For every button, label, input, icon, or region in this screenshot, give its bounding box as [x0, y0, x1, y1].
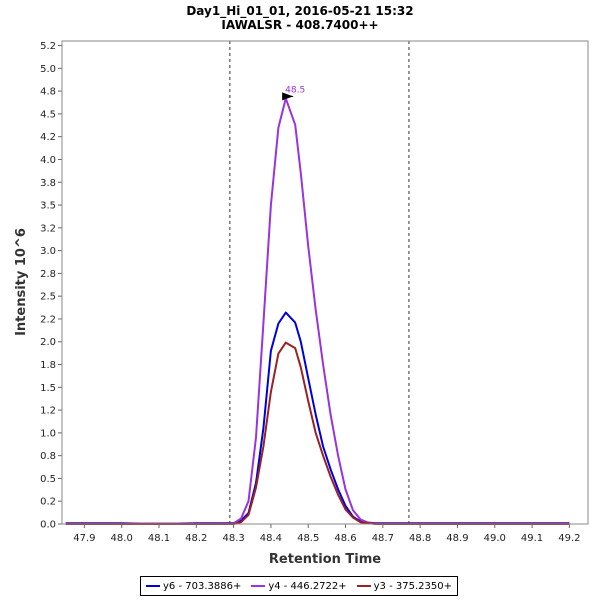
- x-tick-label: 48.7: [372, 533, 394, 544]
- x-tick-label: 49.1: [521, 533, 543, 544]
- y-tick-label: 3.2: [40, 223, 56, 234]
- x-tick-label: 49.2: [558, 533, 580, 544]
- series-line-y3: [65, 341, 570, 525]
- legend-label: y3 - 375.2350+: [373, 580, 452, 592]
- x-axis-title: Retention Time: [269, 552, 381, 567]
- y-tick-label: 3.8: [40, 178, 56, 189]
- legend-swatch: [251, 585, 266, 587]
- legend-swatch: [145, 585, 160, 587]
- y-tick-label: 0.5: [40, 474, 56, 485]
- y-tick-label: 2.8: [40, 269, 56, 280]
- y-tick-label: 1.5: [40, 383, 56, 394]
- y-tick-label: 4.2: [40, 132, 56, 143]
- y-tick-label: 2.2: [40, 314, 56, 325]
- series-line-y4: [65, 97, 570, 525]
- peak-label: 48.5: [285, 85, 305, 95]
- x-tick-label: 48.1: [148, 533, 170, 544]
- y-tick-label: 0.2: [40, 497, 56, 508]
- chart-subtitle: IAWALSR - 408.7400++: [221, 18, 379, 32]
- series-line-y6: [65, 311, 570, 525]
- x-tick-label: 49.0: [484, 533, 506, 544]
- y-tick-label: 0.0: [40, 520, 56, 531]
- legend-swatch: [356, 585, 371, 587]
- legend-label: y6 - 703.3886+: [162, 580, 242, 592]
- y-tick-label: 2.5: [40, 292, 56, 303]
- y-tick-label: 4.0: [40, 155, 56, 166]
- y-tick-label: 3.5: [40, 201, 56, 212]
- x-tick-label: 48.5: [297, 533, 319, 544]
- y-tick-label: 4.8: [40, 87, 56, 98]
- legend: y6 - 703.3886+ y4 - 446.2722+ y3 - 375.235…: [140, 576, 458, 596]
- x-tick-label: 48.8: [409, 533, 431, 544]
- chart-title: Day1_Hi_01_01, 2016-05-21 15:32: [186, 4, 414, 18]
- x-tick-label: 47.9: [73, 533, 95, 544]
- legend-item: y3 - 375.2350+: [356, 580, 452, 592]
- legend-label: y4 - 446.2722+: [268, 580, 347, 592]
- x-tick-label: 48.9: [446, 533, 468, 544]
- x-tick-label: 48.6: [334, 533, 356, 544]
- legend-item: y4 - 446.2722+: [251, 580, 347, 592]
- x-tick-label: 48.0: [111, 533, 133, 544]
- x-tick-label: 48.3: [222, 533, 244, 544]
- y-tick-label: 1.2: [40, 406, 56, 417]
- plot-frame: [61, 40, 589, 525]
- x-tick-label: 48.2: [185, 533, 207, 544]
- y-tick-label: 3.0: [40, 246, 56, 257]
- x-tick-label: 48.4: [260, 533, 282, 544]
- y-tick-label: 1.0: [40, 428, 56, 439]
- y-axis-title: Intensity 10^6: [14, 228, 29, 336]
- y-tick-label: 5.0: [40, 64, 56, 75]
- y-tick-label: 2.0: [40, 337, 56, 348]
- y-tick-label: 4.5: [40, 109, 56, 120]
- y-tick-label: 0.8: [40, 451, 56, 462]
- y-tick-label: 1.8: [40, 360, 56, 371]
- legend-item: y6 - 703.3886+: [145, 580, 242, 592]
- y-tick-label: 5.2: [40, 41, 56, 52]
